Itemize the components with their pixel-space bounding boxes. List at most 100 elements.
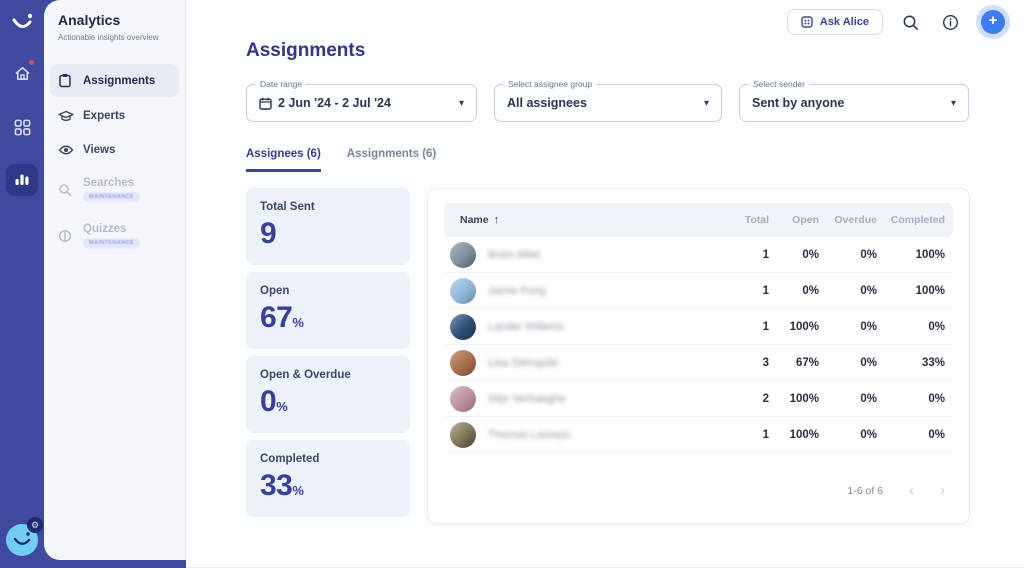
page-title: Assignments	[246, 40, 366, 61]
cell-total: 1	[762, 248, 769, 261]
cell-overdue: 0%	[860, 248, 877, 261]
graduation-cap-icon	[58, 109, 74, 123]
column-header-total[interactable]: Total	[744, 214, 769, 226]
cell-total: 1	[762, 428, 769, 441]
sidebar-item-experts[interactable]: Experts	[50, 100, 179, 132]
sidebar-title: Analytics	[58, 12, 121, 28]
avatar	[450, 241, 476, 268]
search-icon	[58, 183, 74, 197]
filters-row: Date range 2 Jun '24 - 2 Jul '24 ▾ Selec…	[246, 79, 970, 122]
cell-open: 100%	[789, 392, 819, 405]
cell-overdue: 0%	[860, 428, 877, 441]
column-label: Name	[460, 214, 489, 226]
quiz-circle-icon	[58, 229, 74, 243]
gear-icon[interactable]: ⚙	[27, 517, 43, 533]
tab-assignments[interactable]: Assignments (6)	[346, 148, 437, 160]
cell-completed: 100%	[915, 284, 945, 297]
table-header: Name ↑ Total Open Overdue Completed	[444, 203, 953, 237]
assignee-name: Jamie Fong	[488, 284, 546, 297]
cell-open: 0%	[802, 284, 819, 297]
maintenance-badge: MAINTENANCE	[83, 192, 141, 202]
assignee-group-select[interactable]: Select assignee group All assignees ▾	[494, 79, 722, 122]
stat-value: 9	[260, 217, 277, 250]
app-logo-icon[interactable]	[9, 10, 35, 36]
calendar-icon	[259, 97, 272, 110]
ask-alice-button[interactable]: Ask Alice	[786, 9, 883, 35]
analytics-sidebar: Analytics Actionable insights overview A…	[44, 0, 186, 560]
stat-label: Total Sent	[260, 201, 315, 213]
assignee-group-value: All assignees	[507, 96, 587, 110]
search-icon[interactable]	[897, 9, 923, 35]
sidebar-item-views[interactable]: Views	[50, 135, 179, 165]
date-range-select[interactable]: Date range 2 Jun '24 - 2 Jul '24 ▾	[246, 79, 477, 122]
stat-total-sent: Total Sent 9	[246, 188, 410, 265]
table-row[interactable]: Jamie Fong 1 0% 0% 100%	[444, 273, 953, 309]
avatar	[450, 349, 476, 376]
stat-suffix: %	[292, 483, 304, 498]
chevron-down-icon: ▾	[950, 97, 956, 109]
chevron-left-icon[interactable]: ‹	[909, 482, 914, 499]
sidebar-item-label: Assignments	[83, 74, 156, 87]
tab-assignees[interactable]: Assignees (6)	[246, 148, 321, 172]
analytics-bars-icon[interactable]	[6, 164, 38, 196]
cell-completed: 0%	[928, 392, 945, 405]
sender-value: Sent by anyone	[752, 96, 845, 110]
assignee-name: Lisa Steingold	[488, 356, 558, 369]
assignee-name: Bram Milet	[488, 248, 541, 261]
filter-label: Select assignee group	[504, 79, 597, 89]
stat-label: Completed	[260, 453, 320, 465]
notification-dot	[28, 59, 35, 66]
column-header-completed[interactable]: Completed	[890, 214, 945, 226]
avatar	[450, 277, 476, 304]
sidebar-item-label: Experts	[83, 110, 126, 122]
clipboard-icon	[58, 73, 74, 88]
assignee-name: Thomas Laureys	[488, 428, 570, 441]
cell-completed: 33%	[921, 356, 945, 369]
sidebar-item-label: Quizzes	[83, 223, 127, 235]
avatar	[450, 421, 476, 448]
column-header-overdue[interactable]: Overdue	[834, 214, 877, 226]
cell-open: 100%	[789, 428, 819, 441]
cell-completed: 0%	[928, 428, 945, 441]
stat-label: Open	[260, 285, 290, 297]
date-range-value: 2 Jun '24 - 2 Jul '24	[278, 96, 391, 110]
table-row[interactable]: Lander Willems 1 100% 0% 0%	[444, 309, 953, 345]
cell-total: 2	[762, 392, 769, 405]
eye-icon	[58, 144, 74, 156]
cell-total: 1	[762, 284, 769, 297]
cell-overdue: 0%	[860, 356, 877, 369]
chevron-right-icon[interactable]: ›	[940, 482, 945, 499]
user-avatar[interactable]: ⚙	[6, 517, 43, 556]
cell-total: 3	[762, 356, 769, 369]
maintenance-badge: MAINTENANCE	[83, 238, 141, 248]
apps-grid-icon[interactable]	[7, 112, 37, 142]
column-header-open[interactable]: Open	[792, 214, 819, 226]
home-icon[interactable]	[7, 58, 37, 88]
info-icon[interactable]	[937, 9, 963, 35]
chevron-down-icon: ▾	[458, 97, 464, 109]
stat-label: Open & Overdue	[260, 369, 351, 381]
stat-suffix: %	[276, 399, 288, 414]
add-button[interactable]: +	[981, 10, 1005, 34]
stat-suffix: %	[292, 315, 304, 330]
sender-select[interactable]: Select sender Sent by anyone ▾	[739, 79, 969, 122]
stat-completed: Completed 33%	[246, 440, 410, 517]
column-header-name[interactable]: Name ↑	[460, 214, 709, 226]
assignee-name: Stijn Verhaeghe	[488, 392, 566, 405]
assignee-name: Lander Willems	[488, 320, 564, 333]
cell-overdue: 0%	[860, 284, 877, 297]
stats-column: Total Sent 9 Open 67% Open & Overdue 0% …	[246, 188, 410, 517]
table-row[interactable]: Thomas Laureys 1 100% 0% 0%	[444, 417, 953, 453]
table-row[interactable]: Stijn Verhaeghe 2 100% 0% 0%	[444, 381, 953, 417]
cell-overdue: 0%	[860, 392, 877, 405]
pagination: 1-6 of 6 ‹ ›	[444, 483, 953, 498]
stat-value: 67	[260, 301, 293, 334]
table-row[interactable]: Bram Milet 1 0% 0% 100%	[444, 237, 953, 273]
stat-open-overdue: Open & Overdue 0%	[246, 356, 410, 433]
filter-label: Select sender	[749, 79, 809, 89]
avatar	[450, 385, 476, 412]
cell-open: 100%	[789, 320, 819, 333]
table-row[interactable]: Lisa Steingold 3 67% 0% 33%	[444, 345, 953, 381]
sidebar-item-assignments[interactable]: Assignments	[50, 64, 179, 97]
stat-value: 0	[260, 385, 277, 418]
